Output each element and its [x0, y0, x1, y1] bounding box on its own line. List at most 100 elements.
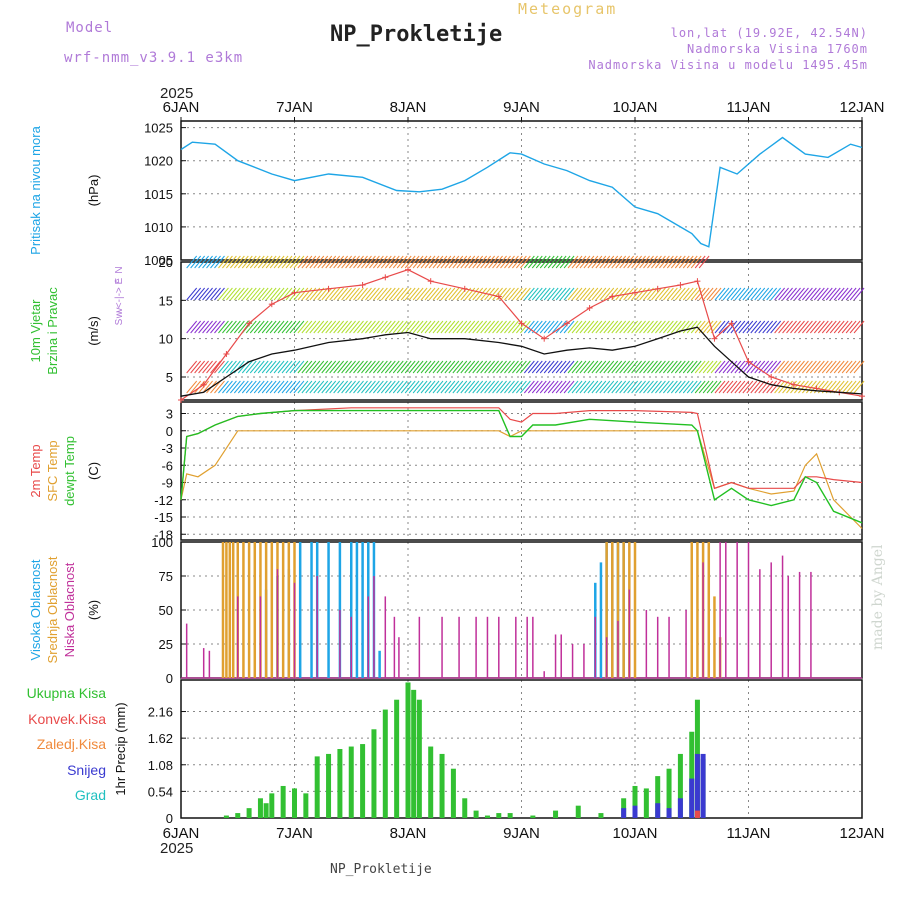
- wind-barb: [269, 380, 281, 394]
- wind-barb: [396, 360, 408, 374]
- precip-bar-total: [496, 813, 502, 818]
- wind-barb: [738, 360, 750, 374]
- wind-barb: [806, 360, 817, 374]
- wind-barb: [531, 320, 543, 334]
- wind-barb: [567, 320, 579, 334]
- cloud-bar-mid: [713, 596, 716, 678]
- wind-barb: [285, 380, 297, 394]
- wind-barb: [627, 360, 639, 374]
- cloud-bar-low: [781, 555, 784, 678]
- y-tick-label: 20: [159, 255, 173, 270]
- wind-barb: [277, 255, 289, 269]
- wind-barb: [281, 380, 293, 394]
- wind-barb: [218, 287, 229, 301]
- wind-barb: [718, 320, 730, 334]
- wind-barb: [821, 287, 833, 301]
- wind-barb: [579, 255, 591, 269]
- wind-barb: [456, 380, 468, 394]
- wind-barb: [206, 287, 217, 301]
- wind-barb: [806, 287, 817, 301]
- wind-barb: [539, 320, 551, 334]
- wind-barb: [400, 287, 412, 301]
- precip-bar-total: [484, 815, 490, 818]
- wind-barb: [293, 320, 305, 334]
- wind-barb: [408, 360, 420, 374]
- wind-barb: [563, 287, 575, 301]
- wind-barb: [472, 380, 484, 394]
- cloud-bar-low: [486, 616, 489, 678]
- wind-barb: [829, 287, 841, 301]
- wind-barb: [325, 255, 337, 269]
- wind-barb: [702, 360, 714, 374]
- wind-barb: [643, 380, 654, 394]
- wind-barb: [369, 255, 380, 269]
- wind-barb: [647, 255, 658, 269]
- precip-bar-total: [235, 813, 241, 818]
- wind-barb: [742, 320, 754, 334]
- wind-barb: [472, 255, 484, 269]
- wind-barb: [337, 320, 349, 334]
- wind-barb: [531, 255, 543, 269]
- wind-barb: [706, 380, 718, 394]
- precip-bar-total: [303, 793, 309, 818]
- wind-barb: [512, 287, 523, 301]
- wind-barb: [492, 320, 503, 334]
- wind-barb: [543, 255, 555, 269]
- precip-legend-label: Zaledj.Kisa: [37, 736, 106, 752]
- wind-barb: [376, 380, 388, 394]
- wind-barb: [734, 287, 746, 301]
- wind-barb: [186, 360, 198, 374]
- wind-barb: [666, 320, 678, 334]
- precip-legend-label: Konvek.Kisa: [28, 711, 106, 727]
- wind-barb: [229, 380, 241, 394]
- wind-barb: [376, 287, 388, 301]
- cloud-bar-low: [339, 610, 341, 678]
- wind-barb: [492, 287, 503, 301]
- wind-barb: [563, 380, 575, 394]
- wind-barb: [369, 287, 380, 301]
- y-tick-label: -18: [154, 527, 173, 542]
- wind-barb: [710, 287, 722, 301]
- wind-barb: [325, 360, 337, 374]
- wind-barb: [599, 380, 611, 394]
- wind-barb: [261, 287, 273, 301]
- wind-barb: [412, 380, 424, 394]
- wind-barb: [420, 255, 432, 269]
- wind-barb: [710, 360, 722, 374]
- wind-barb: [472, 287, 484, 301]
- wind-barb: [758, 287, 770, 301]
- wind-barb: [571, 287, 583, 301]
- wind-barb: [575, 287, 587, 301]
- wind-barb: [452, 255, 464, 269]
- wind-barb: [662, 360, 674, 374]
- wind-barb: [567, 255, 579, 269]
- precip-bar-total: [473, 810, 479, 818]
- y-tick-label: 1.08: [148, 758, 173, 773]
- wind-barb: [222, 255, 233, 269]
- wind-barb: [591, 255, 603, 269]
- wind-barb: [194, 320, 206, 334]
- wind-barb: [607, 360, 619, 374]
- cloud-bar-low: [571, 644, 574, 678]
- precip-bar-total: [598, 813, 604, 818]
- wind-barb: [202, 287, 213, 301]
- wind-barb: [440, 287, 452, 301]
- wind-barb: [821, 360, 833, 374]
- wind-barb: [849, 320, 861, 334]
- wind-barb: [794, 320, 805, 334]
- wind-barb: [730, 380, 742, 394]
- unit-label-pressure: (hPa): [86, 175, 101, 207]
- wind-barb: [845, 287, 857, 301]
- wind-barb: [333, 255, 345, 269]
- wind-barb: [241, 380, 253, 394]
- wind-legend-text: N: [114, 266, 125, 273]
- cloud-bar-low: [293, 582, 296, 678]
- wind-barb: [603, 380, 615, 394]
- wind-barb: [281, 320, 293, 334]
- wind-barb: [786, 320, 797, 334]
- wind-barb: [313, 360, 325, 374]
- wind-barb: [361, 255, 372, 269]
- wind-barb: [837, 360, 849, 374]
- wind-barb: [210, 255, 221, 269]
- cloud-bar-low: [367, 596, 370, 678]
